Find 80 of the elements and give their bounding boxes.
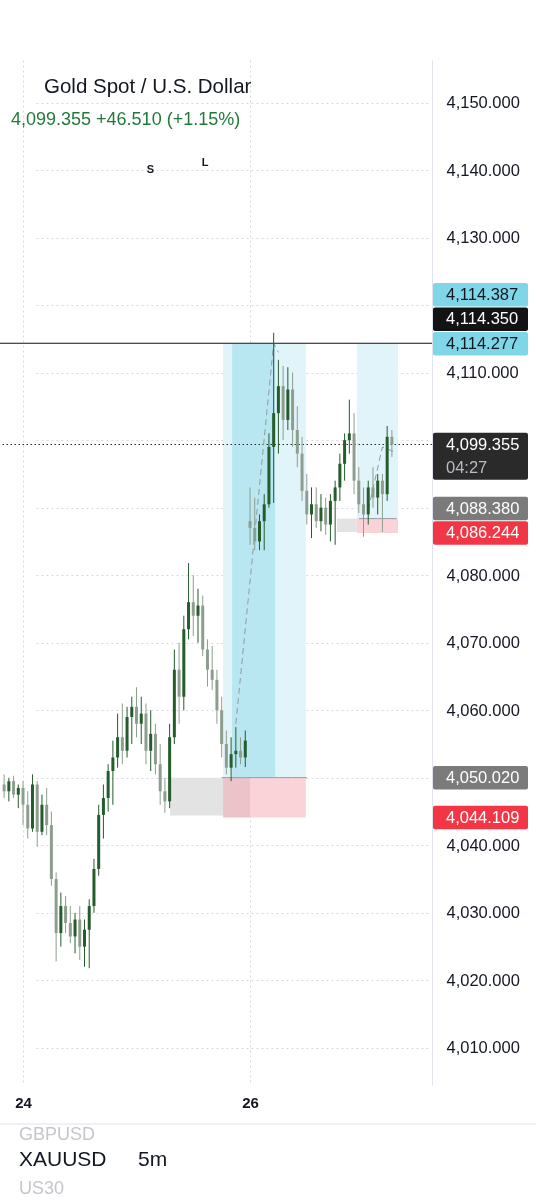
candlestick [333,480,337,546]
candlestick [262,493,266,551]
candlestick [45,787,49,836]
candlestick [26,790,30,840]
text: 4,050.020 [446,767,520,786]
candlestick [64,895,68,934]
x-tick-label: 24 [15,1093,33,1111]
text: Gold Spot / U.S. Dollar [44,74,252,97]
y-tick-label: 4,030.000 [446,903,520,922]
candlestick [314,486,318,529]
annotation: S [146,163,155,175]
candlestick [257,513,261,551]
candlestick [139,696,143,745]
text: XAUUSD [19,1147,107,1170]
candlestick [101,784,105,840]
y-tick-label: 4,150.000 [446,93,520,112]
x-tick-label: 26 [242,1093,259,1111]
text: 4,099.355 +46.510 (+1.15%) [11,109,241,129]
ref-line-label: 4,114.350 [446,309,519,328]
y-tick-label: 4,080.000 [446,565,520,584]
text: 4,044.109 [446,807,520,826]
candlestick [328,493,332,542]
candlestick [130,696,134,745]
text: 4,086.244 [446,523,520,542]
candlestick [253,497,257,551]
candlestick [305,473,309,526]
candlestick [135,686,139,738]
candlestick [390,429,394,458]
candlestick [149,709,153,772]
candlestick [191,574,195,637]
text: 4,114.277 [446,333,519,352]
candlestick [7,777,11,802]
candlestick [295,405,299,468]
candlestick [163,777,167,814]
candlestick [371,466,375,509]
y-tick-label: 4,070.000 [446,633,520,652]
candlestick [310,486,313,539]
candlestick [319,493,323,532]
y-tick-label: 4,060.000 [446,700,520,719]
candlestick [68,905,72,944]
candlestick [83,919,86,968]
candlestick [116,713,120,769]
candlestick [324,497,328,536]
text: 4,114.387 [446,284,519,303]
candlestick [210,645,214,691]
candlestick [111,740,115,806]
y-tick-label: 4,130.000 [446,228,520,247]
candlestick [21,780,25,826]
candlestick [234,726,238,769]
candlestick [16,784,20,809]
candlestick [224,730,228,775]
candlestick [248,486,252,546]
y-tick-label: 4,110.000 [446,363,519,382]
text: GBPUSD [19,1124,96,1144]
candlestick [380,473,384,533]
candlestick [347,399,351,455]
candlestick [362,486,366,538]
candlestick [2,773,6,799]
candlestick [338,453,342,502]
candlestick [343,432,347,482]
y-tick-label: 4,140.000 [446,160,520,179]
candlestick [12,775,16,799]
candlestick [357,466,361,514]
y-tick-label: 4,040.000 [446,835,520,854]
y-tick-label: 4,010.000 [446,1038,520,1057]
text: 5m [138,1147,168,1170]
candlestick [120,702,124,765]
candlestick [196,588,200,644]
candlestick [229,736,233,782]
candlestick [205,638,209,688]
ref-line-label: 4,099.355 04:27 [446,434,520,477]
candlestick [243,730,247,768]
candlestick [376,473,380,515]
candlestick [73,912,77,954]
candlestick [239,736,243,765]
candlestick [87,898,91,969]
y-tick-label: 4,020.000 [446,970,520,989]
text: US30 [19,1178,65,1198]
text: 4,088.380 [446,498,520,517]
annotation: L [201,156,209,168]
